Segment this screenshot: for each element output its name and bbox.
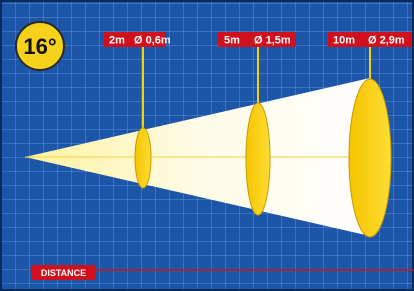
spot-ellipse — [135, 128, 151, 188]
beam-diagram: 2m Ø 0,6m 5m Ø 1,5m 10m Ø 2,9m 16° DISTA… — [0, 0, 414, 291]
diameter-label: Ø 0,6m — [134, 35, 171, 47]
distance-label: 2m — [109, 35, 125, 47]
distance-label: 10m — [333, 35, 355, 47]
angle-label: 16° — [23, 34, 56, 59]
axis-label: DISTANCE — [41, 268, 86, 278]
diameter-label: Ø 2,9m — [368, 35, 405, 47]
spot-ellipse — [349, 79, 391, 237]
spot-ellipse — [246, 103, 270, 215]
diameter-label: Ø 1,5m — [254, 35, 291, 47]
distance-label: 5m — [224, 35, 240, 47]
